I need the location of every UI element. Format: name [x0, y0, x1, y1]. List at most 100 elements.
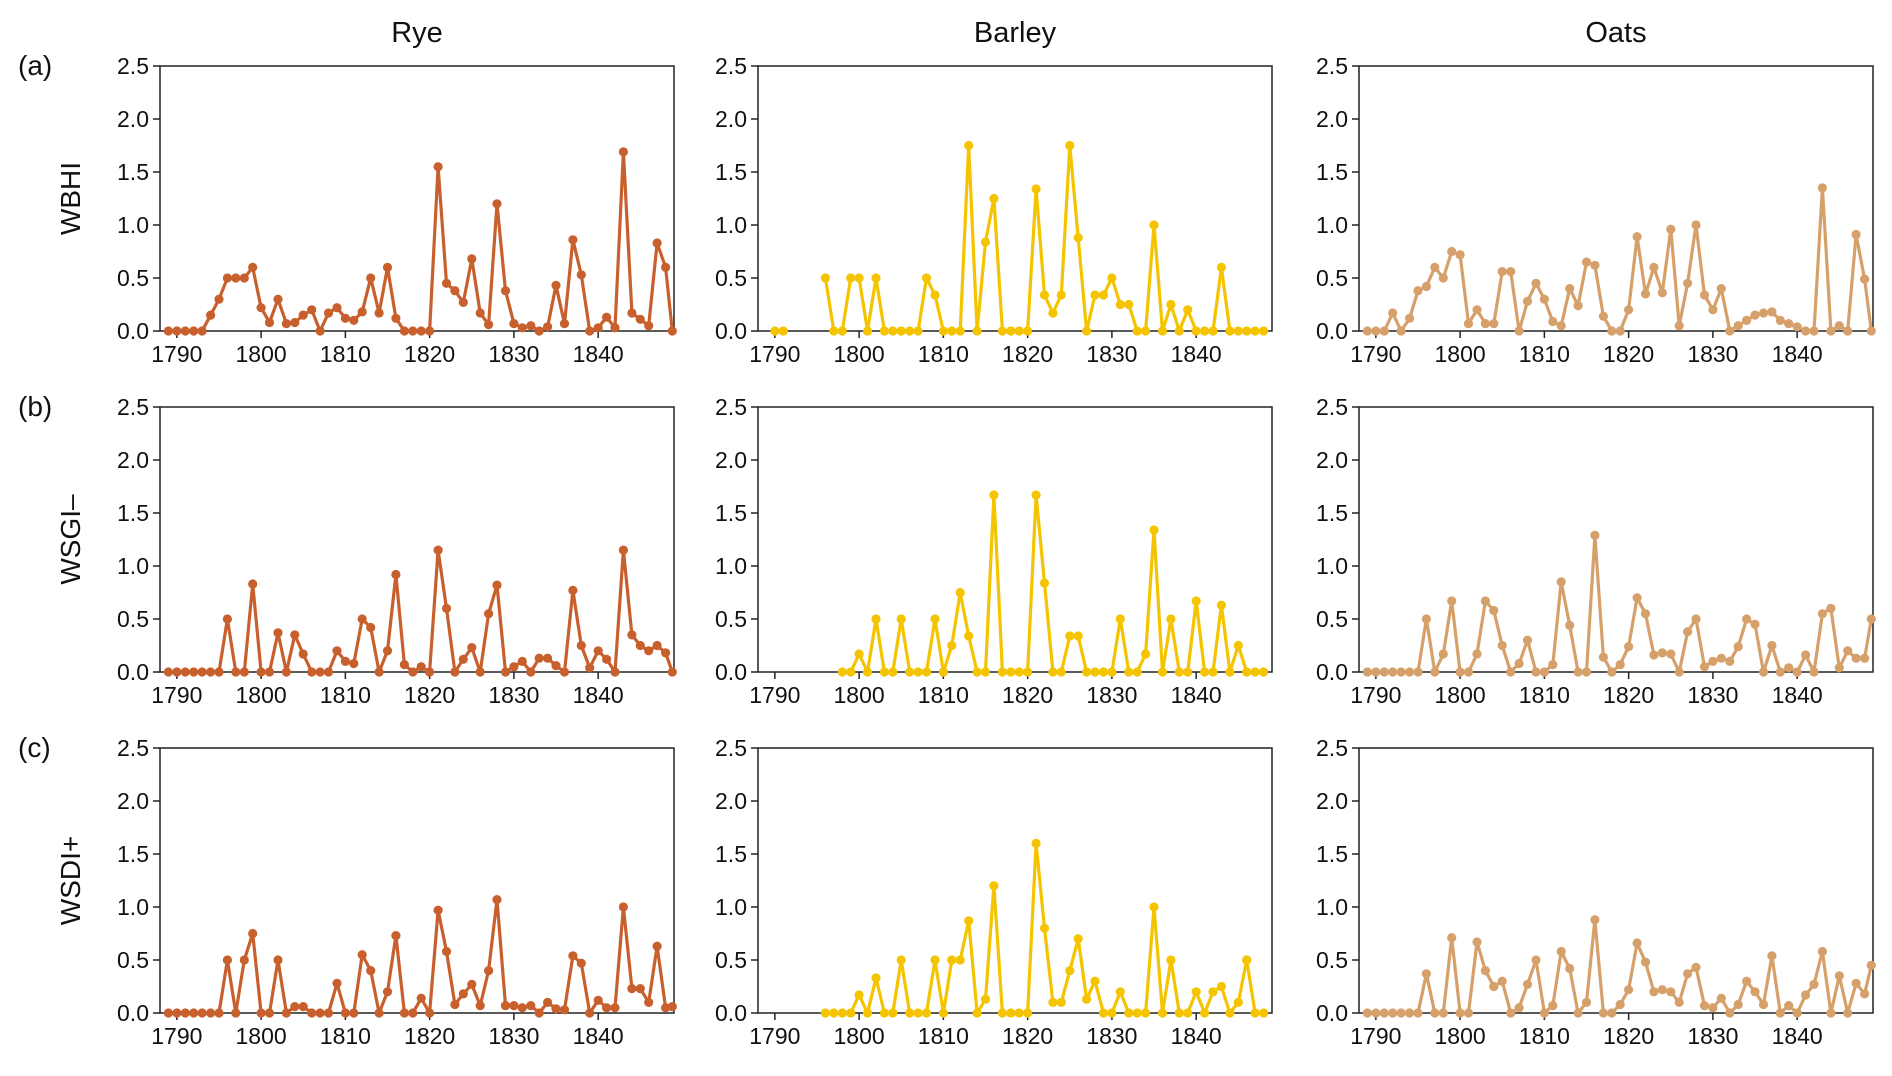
x-tick-label: 1810: [1519, 341, 1570, 367]
data-point: [222, 273, 232, 283]
data-point: [1590, 260, 1600, 270]
data-point: [1784, 1001, 1794, 1011]
data-point: [652, 640, 662, 651]
y-tick-label: 1.5: [117, 841, 149, 867]
data-point: [1250, 667, 1260, 677]
data-point: [1817, 183, 1827, 193]
y-tick-label: 0.5: [1316, 947, 1348, 973]
data-point: [947, 326, 957, 336]
data-point: [1141, 649, 1151, 659]
data-point: [1480, 319, 1490, 329]
x-tick-label: 1840: [1171, 341, 1222, 367]
x-tick-label: 1790: [1350, 682, 1401, 708]
data-point: [298, 649, 308, 659]
x-tick-label: 1790: [749, 1023, 800, 1049]
data-point: [1039, 923, 1050, 933]
data-point: [1565, 620, 1575, 631]
data-point: [239, 667, 249, 677]
data-point: [264, 317, 275, 328]
x-tick-label: 1790: [151, 341, 202, 367]
data-point: [846, 667, 856, 677]
data-point: [458, 654, 468, 664]
data-point: [1259, 667, 1269, 677]
data-point: [1396, 667, 1406, 677]
data-point: [635, 314, 645, 324]
data-point: [1750, 619, 1760, 629]
y-tick-label: 1.0: [715, 894, 747, 920]
data-point: [972, 326, 982, 336]
data-point: [1174, 1008, 1184, 1018]
y-tick-label: 0.0: [1316, 1000, 1348, 1026]
data-point: [1590, 915, 1600, 925]
data-point: [290, 317, 300, 328]
data-point: [1683, 969, 1693, 979]
data-point: [163, 667, 173, 677]
data-point: [820, 1008, 831, 1018]
y-tick-label: 2.5: [715, 735, 747, 761]
data-point: [1098, 667, 1109, 677]
data-point: [391, 313, 401, 323]
data-point: [1362, 667, 1372, 677]
data-point: [441, 278, 452, 288]
data-point: [450, 999, 460, 1010]
data-point: [1767, 640, 1777, 651]
x-tick-label: 1820: [1002, 1023, 1053, 1049]
data-point: [1699, 290, 1710, 300]
data-point: [989, 193, 999, 204]
data-point: [997, 667, 1008, 677]
data-point: [1506, 267, 1516, 277]
x-tick-label: 1830: [1086, 341, 1137, 367]
data-point: [778, 326, 788, 336]
data-point: [1073, 934, 1083, 944]
data-point: [264, 1008, 275, 1018]
data-point: [1166, 955, 1176, 965]
data-point: [1733, 999, 1743, 1010]
data-point: [1725, 1008, 1735, 1018]
data-point: [408, 667, 418, 677]
x-tick-label: 1790: [1350, 1023, 1401, 1049]
plot-frame: [757, 406, 1273, 673]
data-point: [349, 658, 359, 669]
data-point: [820, 273, 831, 283]
data-point: [163, 1008, 173, 1018]
data-point: [1657, 648, 1667, 658]
data-point: [1447, 596, 1457, 606]
data-point: [1405, 313, 1415, 323]
data-point: [997, 326, 1008, 336]
data-point: [475, 667, 485, 677]
data-point: [593, 995, 603, 1005]
data-point: [1573, 667, 1583, 677]
data-point: [1809, 667, 1819, 677]
data-point: [256, 303, 266, 313]
data-point: [231, 273, 241, 283]
data-point: [1573, 1008, 1583, 1018]
y-tick-label: 0.5: [117, 947, 149, 973]
column-title-oats: Oats: [1585, 17, 1646, 49]
row-label-1: WBHI: [55, 162, 86, 235]
data-point: [1809, 326, 1819, 336]
data-point: [1447, 933, 1457, 943]
y-tick-label: 2.5: [117, 53, 149, 79]
y-tick-label: 2.5: [1316, 53, 1348, 79]
data-point: [281, 319, 291, 329]
data-point: [1866, 326, 1876, 336]
data-point: [602, 1003, 612, 1013]
y-tick-label: 2.0: [1316, 447, 1348, 473]
y-tick-label: 0.5: [715, 947, 747, 973]
data-point: [652, 238, 662, 248]
data-point: [222, 614, 232, 624]
data-point: [1809, 979, 1819, 990]
y-tick-label: 1.0: [117, 894, 149, 920]
y-tick-label: 2.5: [117, 394, 149, 420]
data-point: [559, 319, 570, 329]
data-point: [1531, 278, 1541, 288]
data-point: [1866, 614, 1876, 624]
data-point: [1581, 667, 1592, 677]
data-point: [1556, 946, 1566, 957]
data-point: [1183, 667, 1193, 677]
data-point: [1826, 1008, 1836, 1018]
y-tick-label: 0.0: [715, 1000, 747, 1026]
data-point: [416, 993, 426, 1003]
data-point: [627, 308, 637, 318]
data-point: [1413, 1008, 1423, 1018]
